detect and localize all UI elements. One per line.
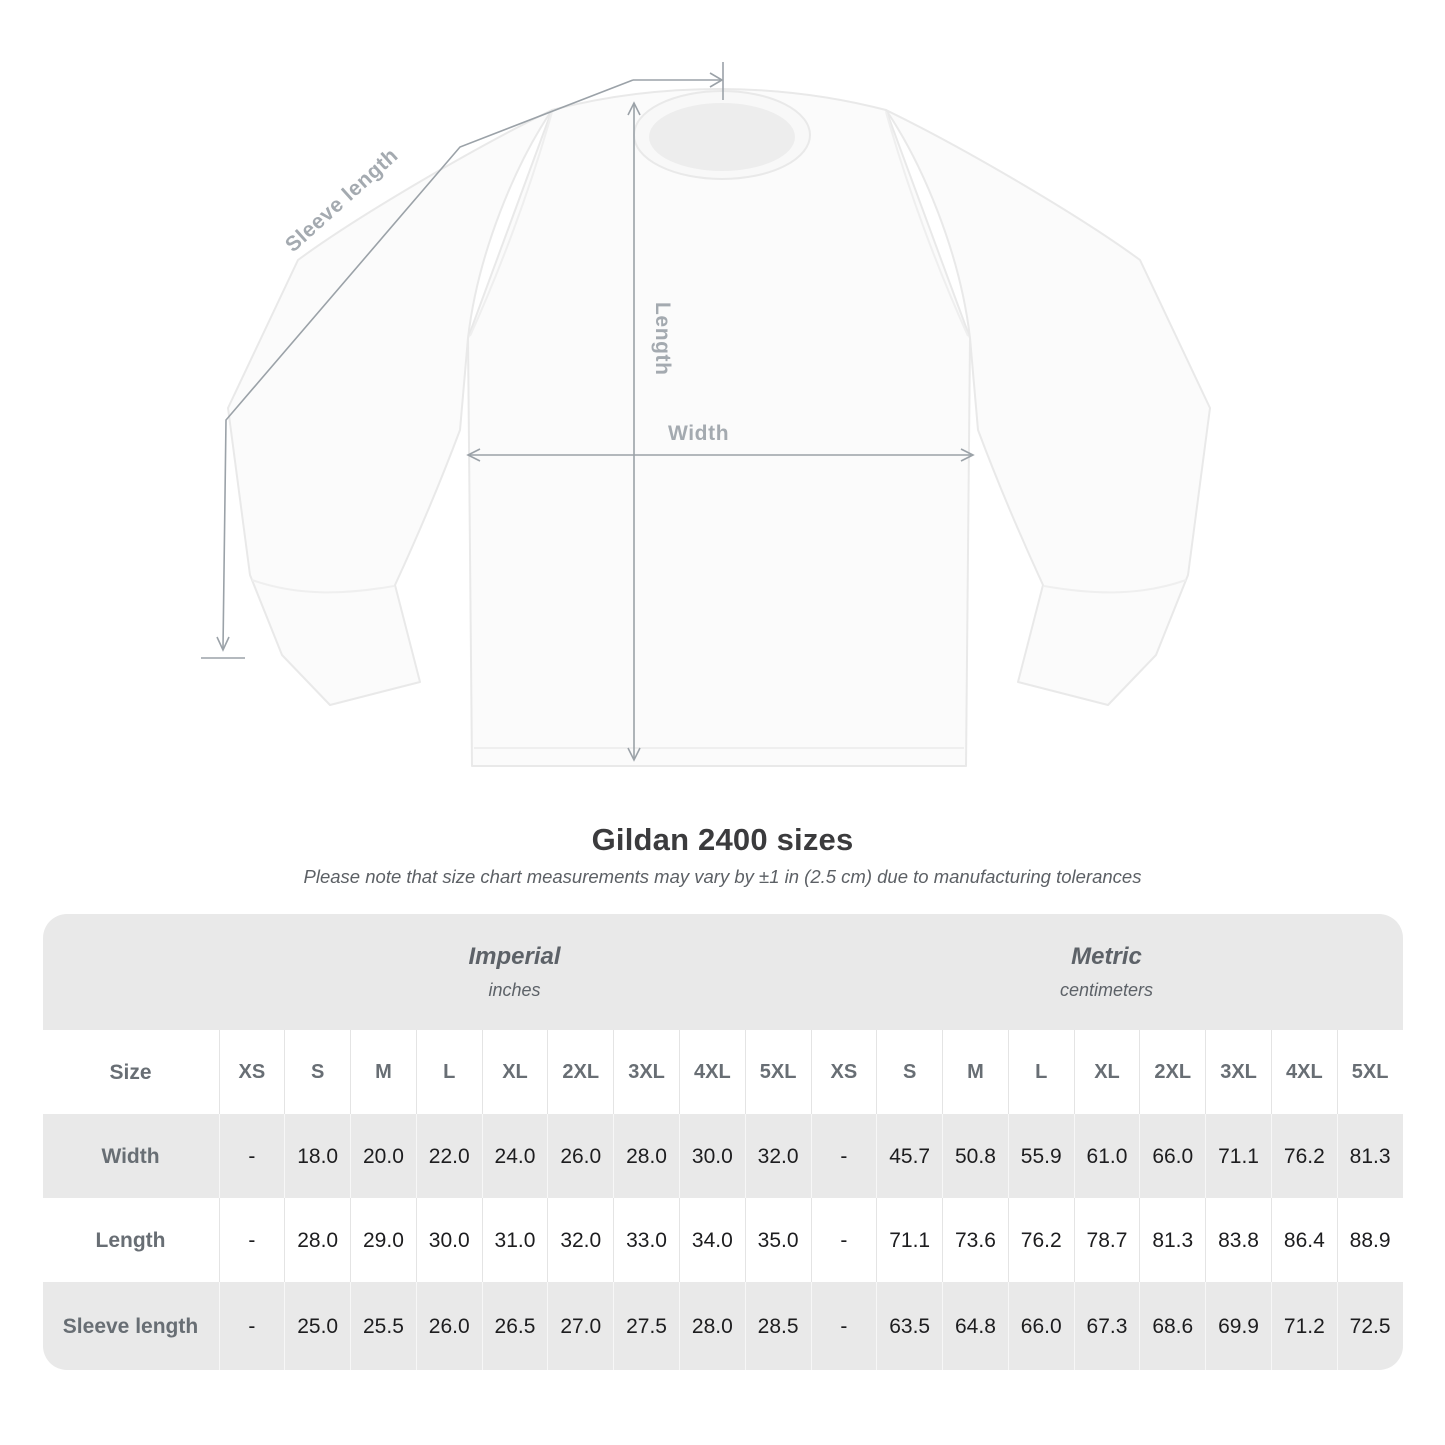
value-cell: - — [218, 1114, 285, 1198]
row-label-sleeve-length: Sleeve length — [62, 1314, 199, 1338]
value-cell: 68.6 — [1139, 1282, 1205, 1370]
value-cell: 31.0 — [481, 1198, 548, 1282]
value-cell: 33.0 — [613, 1198, 679, 1282]
value-cell: 76.2 — [1007, 1198, 1074, 1282]
width-label: Width — [668, 422, 729, 445]
value-cell: 27.0 — [547, 1282, 613, 1370]
value-cell: 66.0 — [1007, 1282, 1074, 1370]
imperial-label: Imperial — [468, 943, 561, 970]
value-cell: 25.5 — [350, 1282, 416, 1370]
row-label-length: Length — [95, 1228, 166, 1252]
value-cell: - — [810, 1282, 877, 1370]
value-cell: 73.6 — [942, 1198, 1008, 1282]
value-cell: 22.0 — [415, 1114, 482, 1198]
value-cell: 28.0 — [284, 1198, 350, 1282]
size-header-cell: S — [284, 1030, 350, 1114]
value-cell: 45.7 — [876, 1114, 942, 1198]
metric-unit: centimeters — [1059, 980, 1154, 1000]
value-cell: 64.8 — [942, 1282, 1008, 1370]
value-cell: 69.9 — [1205, 1282, 1271, 1370]
value-cell: 28.0 — [613, 1114, 679, 1198]
size-header-cell: XL — [1073, 1030, 1140, 1114]
value-cell: 76.2 — [1270, 1114, 1337, 1198]
table-row-width: Width -18.0 20.0 22.0 24.0 26.0 28.0 30.0 32.0 … — [43, 1114, 1403, 1198]
value-cell: 26.0 — [415, 1282, 482, 1370]
tolerance-note: Please note that size chart measurements… — [303, 866, 1142, 887]
page-title: Gildan 2400 sizes — [591, 822, 854, 857]
value-cell: 30.0 — [678, 1114, 745, 1198]
value-cell: 72.5 — [1336, 1282, 1403, 1370]
metric-label: Metric — [1071, 943, 1142, 970]
size-column-title: Size — [109, 1060, 152, 1084]
table-row-sleeve-length: Sleeve length -25.0 25.5 26.0 26.5 27.0 27.5 2… — [43, 1282, 1403, 1370]
length-label: Length — [651, 302, 674, 376]
size-header-cell: 3XL — [1205, 1030, 1271, 1114]
imperial-unit: inches — [488, 980, 541, 1000]
value-cell: 32.0 — [547, 1198, 613, 1282]
value-cell: 86.4 — [1270, 1198, 1337, 1282]
value-cell: - — [218, 1198, 285, 1282]
size-header-cell: M — [942, 1030, 1008, 1114]
size-header-cell: 4XL — [1270, 1030, 1337, 1114]
title-block: Gildan 2400 sizes Please note that size … — [0, 822, 1445, 888]
value-cell: 71.1 — [1205, 1114, 1271, 1198]
size-header-cell: 5XL — [1336, 1030, 1403, 1114]
value-cell: 30.0 — [415, 1198, 482, 1282]
value-cell: 88.9 — [1336, 1198, 1403, 1282]
size-table: Imperial inches Metric centimeters Size … — [42, 914, 1403, 1370]
width-annotation: Width — [466, 422, 975, 462]
size-header-cell: XL — [481, 1030, 548, 1114]
size-header-cell: L — [1007, 1030, 1074, 1114]
value-cell: 66.0 — [1139, 1114, 1205, 1198]
value-cell: 27.5 — [613, 1282, 679, 1370]
value-cell: 81.3 — [1139, 1198, 1205, 1282]
value-cell: - — [810, 1114, 877, 1198]
size-header-cell: XS — [218, 1030, 285, 1114]
value-cell: 28.5 — [744, 1282, 811, 1370]
value-cell: 20.0 — [350, 1114, 416, 1198]
table-row-length: Length -28.0 29.0 30.0 31.0 32.0 33.0 34.0 35.0… — [42, 1198, 1403, 1282]
value-cell: 24.0 — [481, 1114, 548, 1198]
value-cell: 67.3 — [1073, 1282, 1140, 1370]
value-cell: 81.3 — [1336, 1114, 1403, 1198]
value-cell: 26.0 — [547, 1114, 613, 1198]
row-label-width: Width — [101, 1144, 160, 1168]
value-cell: 26.5 — [481, 1282, 548, 1370]
value-cell: 35.0 — [744, 1198, 811, 1282]
value-cell: 71.2 — [1270, 1282, 1337, 1370]
value-cell: 71.1 — [876, 1198, 942, 1282]
value-cell: 61.0 — [1073, 1114, 1140, 1198]
value-cell: 78.7 — [1073, 1198, 1140, 1282]
size-header-cell: 5XL — [744, 1030, 811, 1114]
value-cell: 18.0 — [284, 1114, 350, 1198]
size-header-cell: 4XL — [678, 1030, 745, 1114]
value-cell: 29.0 — [350, 1198, 416, 1282]
size-header-cell: M — [350, 1030, 416, 1114]
size-header-cell: S — [876, 1030, 942, 1114]
value-cell: 28.0 — [678, 1282, 745, 1370]
shirt-measurement-diagram: Sleeve length Length Width — [201, 62, 1211, 767]
value-cell: 63.5 — [876, 1282, 942, 1370]
value-cell: 83.8 — [1205, 1198, 1271, 1282]
metric-group-header: Metric centimeters — [811, 943, 1403, 1001]
value-cell: 25.0 — [284, 1282, 350, 1370]
value-cell: - — [810, 1198, 877, 1282]
size-header-row: Size XS S M L XL 2XL 3XL 4XL 5XL XS S M L XL 2XL 3XL 4X… — [42, 1030, 1403, 1114]
shirt-illustration — [227, 88, 1211, 767]
value-cell: - — [218, 1282, 285, 1370]
length-annotation: Length — [627, 101, 674, 762]
value-cell: 34.0 — [678, 1198, 745, 1282]
size-header-cell: 2XL — [1139, 1030, 1205, 1114]
value-cell: 55.9 — [1007, 1114, 1074, 1198]
value-cell: 32.0 — [744, 1114, 811, 1198]
size-header-cell: 2XL — [547, 1030, 613, 1114]
size-header-cell: XS — [810, 1030, 877, 1114]
size-header-cell: 3XL — [613, 1030, 679, 1114]
unit-group-row: Imperial inches Metric centimeters — [43, 914, 1403, 1030]
size-header-cell: L — [415, 1030, 482, 1114]
value-cell: 50.8 — [942, 1114, 1008, 1198]
imperial-group-header: Imperial inches — [219, 943, 811, 1001]
